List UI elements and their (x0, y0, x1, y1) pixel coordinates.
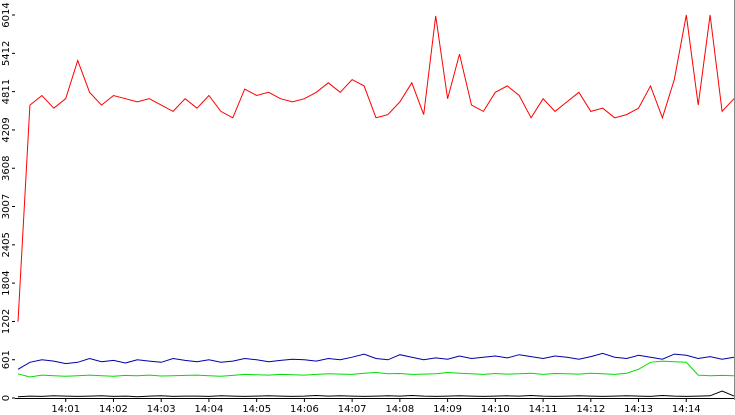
y-tick-label: 3007 (1, 194, 12, 219)
x-tick-label: 14:02 (99, 404, 128, 415)
series-line (17, 352, 735, 370)
y-tick-label: 601 (1, 350, 12, 369)
y-tick-label: 5412 (1, 41, 12, 66)
x-tick-label: 14:04 (195, 404, 224, 415)
y-tick-label: 4209 (1, 117, 12, 142)
y-tick-label: 1202 (1, 309, 12, 334)
x-tick-label: 14:10 (481, 404, 510, 415)
x-tick-label: 14:11 (529, 404, 558, 415)
x-tick-label: 14:14 (672, 404, 701, 415)
y-tick-label: 1804 (1, 270, 12, 295)
x-tick-label: 14:08 (385, 404, 414, 415)
x-tick-label: 14:03 (147, 404, 176, 415)
y-tick-label: 0 (1, 395, 12, 401)
x-tick-label: 14:05 (242, 404, 271, 415)
series-line (17, 390, 735, 398)
x-tick-label: 14:01 (51, 404, 80, 415)
x-tick-label: 14:12 (576, 404, 605, 415)
series-line (17, 14, 735, 322)
y-tick-label: 2405 (1, 232, 12, 257)
y-tick-label: 6014 (1, 2, 12, 27)
x-tick-label: 14:13 (624, 404, 653, 415)
series-line (17, 360, 735, 378)
plot-area (17, 14, 735, 398)
y-tick-label: 4811 (1, 79, 12, 104)
x-tick-label: 14:07 (338, 404, 367, 415)
y-tick-label: 3608 (1, 155, 12, 180)
x-tick-label: 14:06 (290, 404, 319, 415)
x-tick-label: 14:09 (433, 404, 462, 415)
